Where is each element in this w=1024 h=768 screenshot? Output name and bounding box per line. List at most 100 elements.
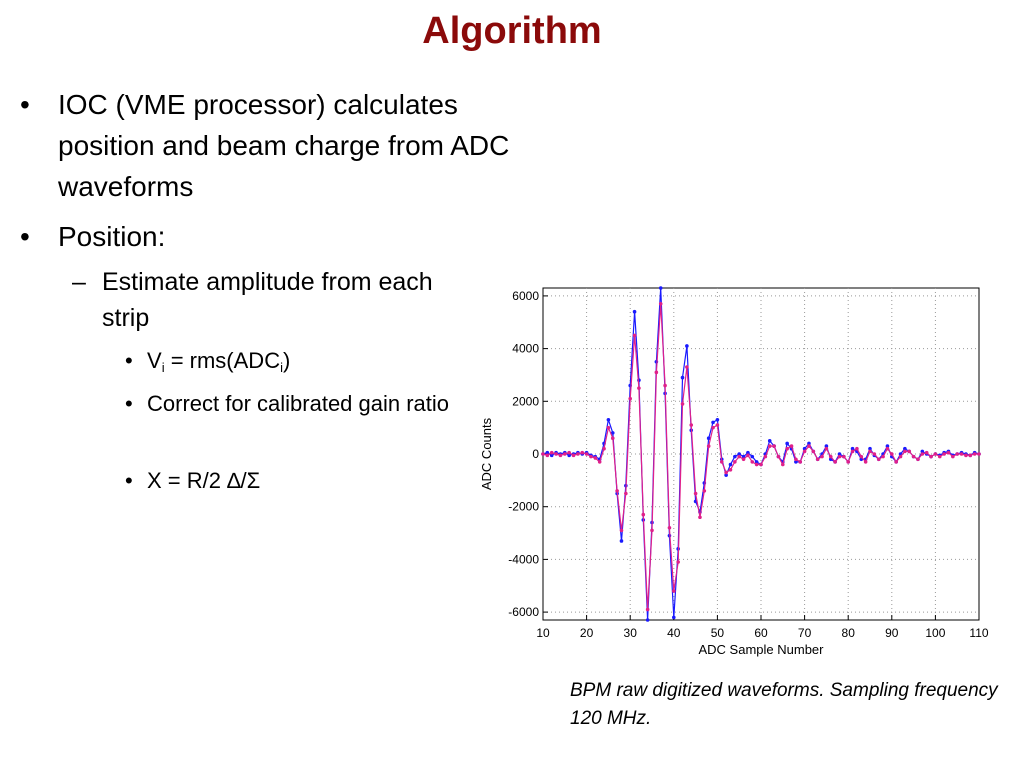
data-point-series-1 — [637, 386, 641, 390]
data-point-series-1 — [711, 425, 715, 430]
data-point-series-1 — [754, 462, 759, 467]
data-point-series-1 — [576, 452, 580, 456]
waveform-chart: 10 20 30 40 50 60 70 80 90 100 110 -6000 -4000 -2000 0… — [475, 280, 995, 670]
data-point-series-1 — [811, 449, 816, 454]
data-point-series-0 — [733, 454, 737, 459]
data-point-series-0 — [706, 436, 711, 440]
formula-vi: Vi = rms(ADCi) — [125, 344, 485, 384]
data-point-series-1 — [964, 453, 968, 458]
data-point-series-1 — [946, 450, 951, 455]
data-point-series-1 — [924, 450, 929, 455]
data-point-series-1 — [663, 383, 667, 388]
plot-area — [542, 287, 980, 621]
data-point-series-1 — [833, 460, 837, 464]
data-point-series-1 — [959, 452, 964, 456]
data-point-series-0 — [567, 453, 571, 458]
formula-v: V — [147, 348, 162, 373]
data-point-series-1 — [746, 453, 750, 458]
data-point-series-1 — [794, 457, 798, 462]
formula-sub-i: i — [161, 360, 165, 375]
data-point-series-1 — [554, 452, 558, 456]
data-point-series-1 — [724, 470, 728, 475]
data-point-series-1 — [929, 454, 933, 459]
y-tick-label: 6000 — [512, 289, 539, 303]
data-point-series-1 — [610, 436, 615, 440]
data-point-series-1 — [676, 560, 680, 564]
data-point-series-0 — [715, 417, 720, 422]
data-point-series-0 — [680, 375, 685, 380]
data-point-series-0 — [785, 441, 789, 446]
data-point-series-1 — [763, 454, 768, 459]
sub-sub-bullet-gain: • Correct for calibrated gain ratio — [125, 387, 485, 420]
x-tick-label: 110 — [969, 626, 988, 640]
data-point-series-1 — [680, 402, 685, 406]
y-tick-label: -2000 — [508, 500, 539, 514]
data-point-series-1 — [903, 449, 907, 454]
data-point-series-1 — [602, 446, 606, 451]
data-point-series-1 — [802, 449, 807, 454]
data-point-series-0 — [868, 446, 872, 451]
data-point-series-1 — [589, 454, 593, 459]
formula-sub-i-2: i — [280, 360, 283, 375]
bullet-position: • Position: — [20, 216, 510, 257]
figure-caption: BPM raw digitized waveforms. Sampling fr… — [570, 680, 998, 729]
data-point-series-1 — [737, 454, 741, 459]
y-tick-label: 4000 — [512, 342, 539, 356]
data-point-series-0 — [741, 454, 746, 459]
data-point-series-0 — [711, 420, 715, 425]
data-point-series-1 — [558, 453, 563, 458]
data-point-series-1 — [781, 462, 785, 467]
data-point-series-1 — [719, 460, 724, 464]
data-point-series-1 — [689, 423, 694, 427]
data-point-series-1 — [715, 423, 720, 427]
data-point-series-0 — [672, 615, 676, 620]
data-point-series-0 — [632, 309, 637, 314]
data-point-series-1 — [977, 452, 981, 456]
waveform-chart-svg: 10 20 30 40 50 60 70 80 90 100 110 -6000 -4000 -2000 0… — [479, 286, 989, 657]
slide-title: Algorithm — [422, 10, 602, 52]
data-point-series-1 — [759, 462, 763, 467]
data-point-series-1 — [750, 460, 755, 464]
x-tick-label: 60 — [754, 626, 768, 640]
data-point-series-1 — [615, 489, 619, 493]
data-point-series-1 — [846, 460, 850, 464]
data-point-series-1 — [645, 607, 650, 612]
data-point-series-0 — [610, 431, 615, 435]
data-point-series-1 — [881, 454, 885, 459]
data-point-series-1 — [894, 460, 898, 464]
data-point-series-0 — [746, 450, 750, 455]
bullet-dot: • — [20, 221, 30, 252]
data-point-series-1 — [567, 450, 571, 455]
data-point-series-1 — [859, 454, 864, 459]
data-point-series-1 — [628, 396, 632, 401]
data-point-series-1 — [632, 333, 637, 338]
data-point-series-1 — [872, 452, 877, 456]
data-point-series-0 — [724, 473, 728, 477]
bullet-ioc: • IOC (VME processor) calculates positio… — [20, 84, 510, 207]
data-point-series-1 — [972, 452, 977, 456]
data-point-series-1 — [911, 454, 916, 459]
bullet-ioc-text: IOC (VME processor) calculates position … — [58, 89, 510, 202]
data-point-series-1 — [885, 446, 890, 451]
x-tick-label: 80 — [842, 626, 856, 640]
data-point-series-0 — [837, 452, 842, 456]
data-point-series-0 — [549, 453, 554, 458]
data-point-series-1 — [837, 454, 842, 459]
data-point-series-0 — [885, 444, 890, 448]
data-point-series-1 — [641, 512, 646, 517]
data-point-series-1 — [658, 302, 663, 306]
sub-sub-bullet-vi: • Vi = rms(ADCi) — [125, 344, 485, 384]
data-point-series-1 — [955, 452, 959, 456]
data-point-series-1 — [728, 468, 733, 472]
y-tick-label: 2000 — [512, 394, 539, 408]
sub-bullet-estimate-text: Estimate amplitude from each strip — [102, 268, 433, 332]
data-point-series-0 — [794, 460, 798, 464]
data-point-series-1 — [654, 370, 659, 375]
data-point-series-0 — [737, 452, 741, 456]
data-point-series-1 — [842, 454, 846, 459]
data-point-series-1 — [855, 446, 859, 451]
data-point-series-0 — [645, 618, 650, 622]
data-point-series-1 — [702, 489, 707, 493]
data-point-series-1 — [698, 515, 702, 520]
gain-text: Correct for calibrated gain ratio — [147, 391, 450, 416]
